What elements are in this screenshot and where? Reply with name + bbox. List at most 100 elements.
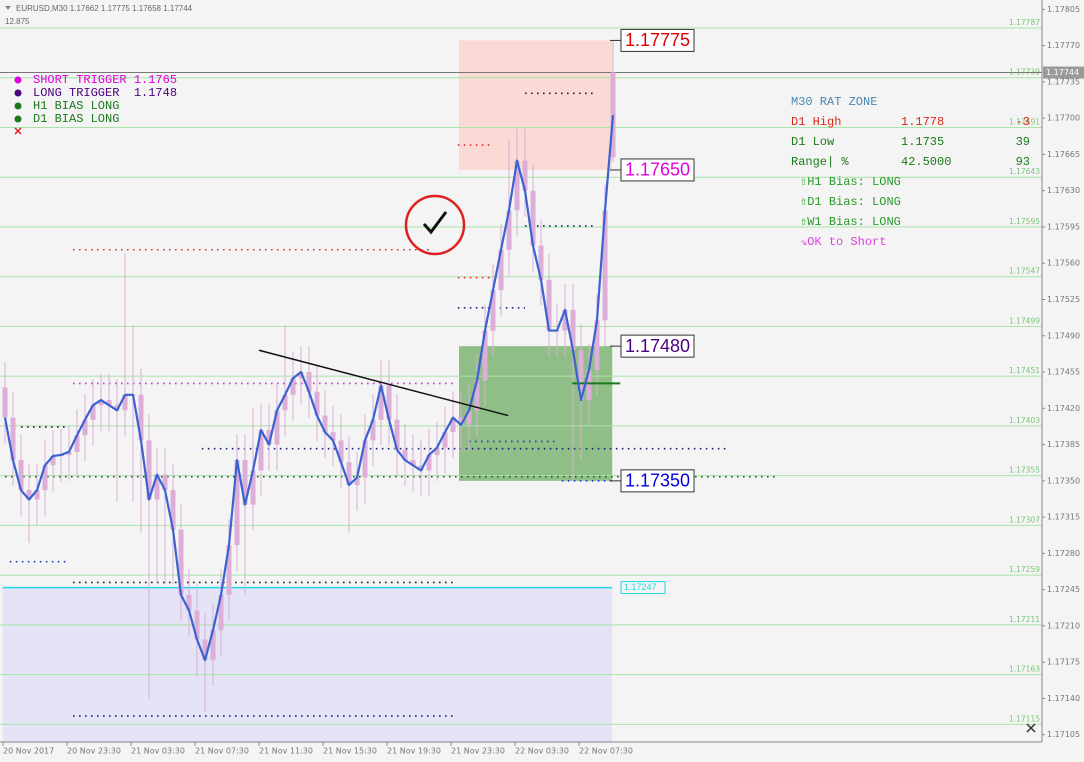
candle-body [154,474,160,500]
candle-body [562,309,568,331]
candle-body [482,330,488,381]
candle-body [298,372,304,379]
candle-body [114,405,120,411]
y-tick-label: 1.17140 [1047,694,1080,703]
candle-body [386,385,392,420]
legend-text: D1 BIAS LONG [33,112,119,126]
candle-body [50,455,56,466]
candle-body [10,417,16,461]
panel-cell: D1 High [791,115,841,129]
candle-body [506,210,512,250]
candle-body [122,394,128,411]
candle-body [346,462,352,485]
candle-body [546,279,552,331]
candle-body [258,430,264,471]
candle-body [450,417,456,433]
candle-body [162,474,168,491]
candle-body [178,529,184,595]
candle-body [282,394,288,411]
level-label: 1.17115 [1009,714,1040,723]
y-tick-label: 1.17385 [1047,440,1080,449]
level-label: 1.17691 [1009,117,1040,126]
candle-body [242,460,248,505]
candle-body [34,490,40,500]
candle-body [2,387,8,418]
menu-arrow [5,6,11,10]
candle-body [210,630,216,661]
candle-body [186,594,192,611]
legend-text: H1 BIAS LONG [33,99,119,113]
price-label: 1.17350 [625,471,690,491]
y-tick-label: 1.17315 [1047,513,1080,522]
y-tick-label: 1.17175 [1047,658,1080,667]
candle-body [402,449,408,461]
x-tick-label: 21 Nov 19:30 [387,747,441,756]
y-tick-label: 1.17105 [1047,730,1080,739]
candle-body [394,419,400,450]
zone [459,40,613,170]
check-mark [422,211,448,235]
candle-body [338,440,344,463]
level-label: 1.17451 [1009,366,1040,375]
support-label: 1.17247 [624,582,657,592]
y-tick-label: 1.17700 [1047,114,1080,123]
candle-body [194,610,200,640]
y-tick-label: 1.17805 [1047,5,1080,14]
candle-body [466,410,472,425]
panel-cell: -3 [1016,115,1030,129]
y-tick-label: 1.17210 [1047,621,1080,630]
candle-body [418,465,424,471]
y-tick-label: 1.17735 [1047,77,1080,86]
candle-body [378,385,384,420]
level-label: 1.17499 [1009,316,1040,325]
panel-title: M30 RAT ZONE [791,95,877,109]
x-tick-label: 21 Nov 15:30 [323,747,377,756]
x-tick-label: 22 Nov 03:30 [515,747,569,756]
candle-body [594,320,600,370]
candle-body [530,190,536,246]
level-label: 1.17211 [1009,615,1040,624]
panel-note: ⇘OK to Short [800,235,886,249]
legend-dot [14,115,22,123]
y-tick-label: 1.17455 [1047,368,1080,377]
current-price-box [1043,66,1084,79]
panel-cell: 93 [1016,155,1030,169]
current-price-label: 1.17744 [1046,68,1079,77]
price-label-box [620,158,695,182]
price-label: 1.17650 [625,160,690,180]
x-tick-label: 21 Nov 07:30 [195,747,249,756]
y-tick-label: 1.17350 [1047,476,1080,485]
legend-text: LONG TRIGGER 1.1748 [33,86,177,100]
x-tick-label: 22 Nov 07:30 [579,747,633,756]
candle-body [442,432,448,448]
candle-body [18,460,24,491]
support-label-box [620,581,666,595]
level-label: 1.17307 [1009,515,1040,524]
corner-icon [1026,723,1036,733]
y-tick-label: 1.17560 [1047,259,1080,268]
zone [2,587,613,742]
candle-body [98,400,104,406]
candle-body [354,477,360,485]
indicator-line [3,114,615,662]
x-tick-label: 21 Nov 23:30 [451,747,505,756]
candle-body [362,440,368,478]
candle-body [434,447,440,455]
level-label: 1.17163 [1009,665,1040,674]
chart-subtitle: 12.875 [5,17,30,26]
candle-body [538,245,544,280]
plot-layer: 1.177871.177391.176911.176431.175951.175… [0,5,1084,756]
panel-cell: Range| % [791,155,849,169]
candle-body [522,160,528,191]
panel-cell: 1.1778 [901,115,944,129]
candle-body [66,451,72,455]
check-icon [404,194,466,256]
y-tick-label: 1.17525 [1047,295,1080,304]
candle-body [458,417,464,425]
candle-body [202,639,208,661]
panel-note: ⇧H1 Bias: LONG [800,175,901,189]
candle-body [250,470,256,505]
candle-body [138,394,144,441]
candle-body [90,405,96,420]
candle-body [290,378,296,395]
